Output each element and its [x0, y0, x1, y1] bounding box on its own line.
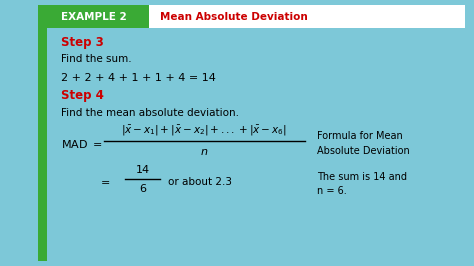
Text: Mean Absolute Deviation: Mean Absolute Deviation [159, 11, 307, 22]
Text: The sum is 14 and
n = 6.: The sum is 14 and n = 6. [317, 172, 407, 197]
Text: Step 3: Step 3 [62, 36, 104, 49]
FancyBboxPatch shape [38, 5, 47, 261]
Text: EXAMPLE 2: EXAMPLE 2 [61, 11, 126, 22]
Text: 14: 14 [136, 165, 149, 175]
FancyBboxPatch shape [149, 5, 465, 28]
Text: Step 4: Step 4 [62, 89, 104, 102]
Text: 2 + 2 + 4 + 1 + 1 + 4 = 14: 2 + 2 + 4 + 1 + 1 + 4 = 14 [62, 73, 216, 83]
Text: Find the mean absolute deviation.: Find the mean absolute deviation. [62, 107, 239, 118]
Text: $n$: $n$ [200, 147, 209, 157]
FancyBboxPatch shape [38, 5, 149, 28]
Text: or about 2.3: or about 2.3 [168, 177, 232, 186]
Text: Formula for Mean
Absolute Deviation: Formula for Mean Absolute Deviation [317, 131, 410, 156]
Text: Find the sum.: Find the sum. [62, 54, 132, 64]
Text: 6: 6 [139, 184, 146, 194]
Text: $=$: $=$ [98, 177, 110, 186]
Text: MAD $=$: MAD $=$ [62, 139, 103, 151]
Text: $|\bar{x}-x_1|+|\bar{x}-x_2|+...+|\bar{x}-x_6|$: $|\bar{x}-x_1|+|\bar{x}-x_2|+...+|\bar{x… [121, 123, 287, 138]
